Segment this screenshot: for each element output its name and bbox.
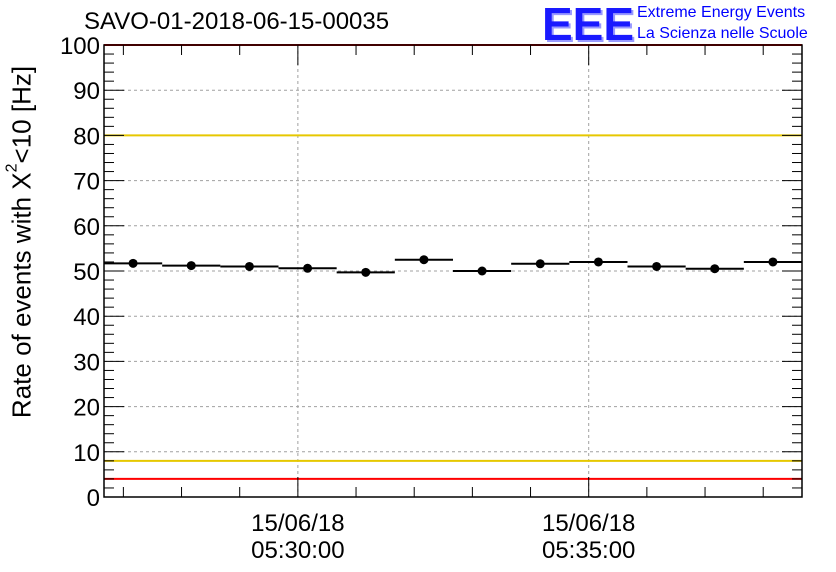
y-tick-label: 0 xyxy=(87,485,100,512)
data-point-marker xyxy=(186,261,196,271)
data-point-marker xyxy=(652,261,662,271)
data-point-marker xyxy=(244,261,254,271)
y-tick-label: 100 xyxy=(60,33,100,60)
data-point-marker xyxy=(361,267,371,277)
x-tick-label-date: 15/06/18 xyxy=(542,510,635,537)
logo-line-1: Extreme Energy Events xyxy=(637,4,806,21)
reference-lines xyxy=(104,44,802,480)
data-point-marker xyxy=(419,255,429,265)
data-point-marker xyxy=(303,263,313,273)
x-tick-label-date: 15/06/18 xyxy=(251,510,344,537)
data-point-marker xyxy=(128,258,138,268)
y-axis-label: Rate of events with X2<10 [Hz] xyxy=(3,65,38,419)
y-tick-label: 70 xyxy=(73,169,100,196)
x-tick-label-time: 05:30:00 xyxy=(251,537,344,564)
eee-logo: EEE Extreme Energy Events La Scienza nel… xyxy=(542,0,832,50)
data-point-marker xyxy=(535,259,545,269)
y-tick-label: 40 xyxy=(73,304,100,331)
y-tick-label: 80 xyxy=(73,123,100,150)
y-axis-label-post: <10 [Hz] xyxy=(6,65,37,164)
y-tick-labels: 0 10 20 30 40 50 60 70 80 90 100 xyxy=(60,33,100,512)
chart-title: SAVO-01-2018-06-15-00035 xyxy=(84,8,390,35)
y-tick-label: 60 xyxy=(73,214,100,241)
y-tick-label: 20 xyxy=(73,395,100,422)
y-tick-label: 90 xyxy=(73,78,100,105)
data-point-marker xyxy=(768,257,778,267)
data-points xyxy=(104,255,802,277)
y-tick-label: 30 xyxy=(73,349,100,376)
y-tick-label: 10 xyxy=(73,440,100,467)
y-tick-label: 50 xyxy=(73,259,100,286)
data-point-marker xyxy=(477,266,487,276)
y-axis-label-sup: 2 xyxy=(3,163,21,173)
data-point-marker xyxy=(710,264,720,274)
x-tick-label-time: 05:35:00 xyxy=(542,537,635,564)
axis-ticks xyxy=(104,44,802,498)
data-point-marker xyxy=(593,257,603,267)
logo-line-2: La Scienza nelle Scuole xyxy=(637,25,808,42)
eee-logo-mark: EEE xyxy=(542,0,635,50)
y-axis-label-pre: Rate of events with X xyxy=(6,172,37,419)
